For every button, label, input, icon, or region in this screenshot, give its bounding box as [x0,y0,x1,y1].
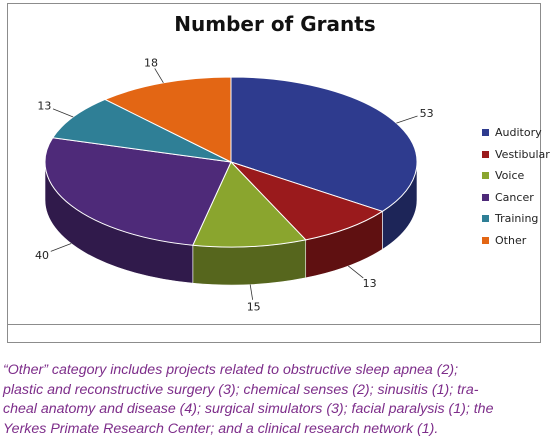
legend-item: Auditory [482,122,550,144]
legend-swatch [482,215,489,223]
leader-line [52,108,74,118]
data-label: 18 [144,56,158,69]
leader-line [348,265,364,279]
chart-divider [8,324,540,325]
pie-labels: 53 13 15 40 13 18 [35,56,434,313]
data-label: 13 [363,277,377,290]
pie-tops [44,76,418,248]
legend-label: Vestibular [495,147,550,161]
caption-line: plastic and reconstructive surgery (3); … [3,381,479,398]
legend-item: Other [482,230,550,252]
pie-sides [44,161,418,286]
leader-line [249,284,254,300]
legend-swatch [482,150,489,158]
legend-item: Cancer [482,187,550,209]
data-label: 13 [37,99,51,112]
legend-label: Other [495,233,527,247]
chart-caption: “Other” category includes projects relat… [3,361,549,439]
legend-label: Voice [495,169,525,183]
pie-chart: 53 13 15 40 13 18 [35,56,434,313]
pie-slice [44,137,232,246]
leader-line [154,68,164,84]
chart-legend: Auditory Vestibular Voice Cancer Training Oth… [482,122,550,251]
legend-item: Vestibular [482,144,550,166]
chart-frame: Number of Grants 53 13 15 40 13 18 Auditory Ve… [7,3,550,343]
legend-swatch [482,129,489,137]
chart-title: Number of Grants [174,12,376,36]
data-label: 15 [247,300,261,313]
data-label: 40 [35,249,49,262]
caption-line: cheal anatomy and disease (4); surgical … [3,401,494,417]
leader-line [396,115,418,124]
legend-item: Voice [482,165,550,187]
legend-swatch [482,193,489,201]
legend-label: Training [495,212,539,226]
caption-line: Yerkes Primate Research Center; and a cl… [3,420,439,437]
legend-label: Auditory [495,126,542,140]
pie-slice [103,76,232,163]
legend-item: Training [482,208,550,230]
legend-swatch [482,172,489,180]
legend-swatch [482,236,489,244]
data-label: 53 [420,107,434,120]
pie-slice [192,161,307,248]
caption-line: “Other” category includes projects relat… [3,362,459,378]
pie-slice [230,161,384,241]
pie-slice [51,98,232,163]
legend-label: Cancer [495,190,534,204]
leader-line [50,243,72,252]
